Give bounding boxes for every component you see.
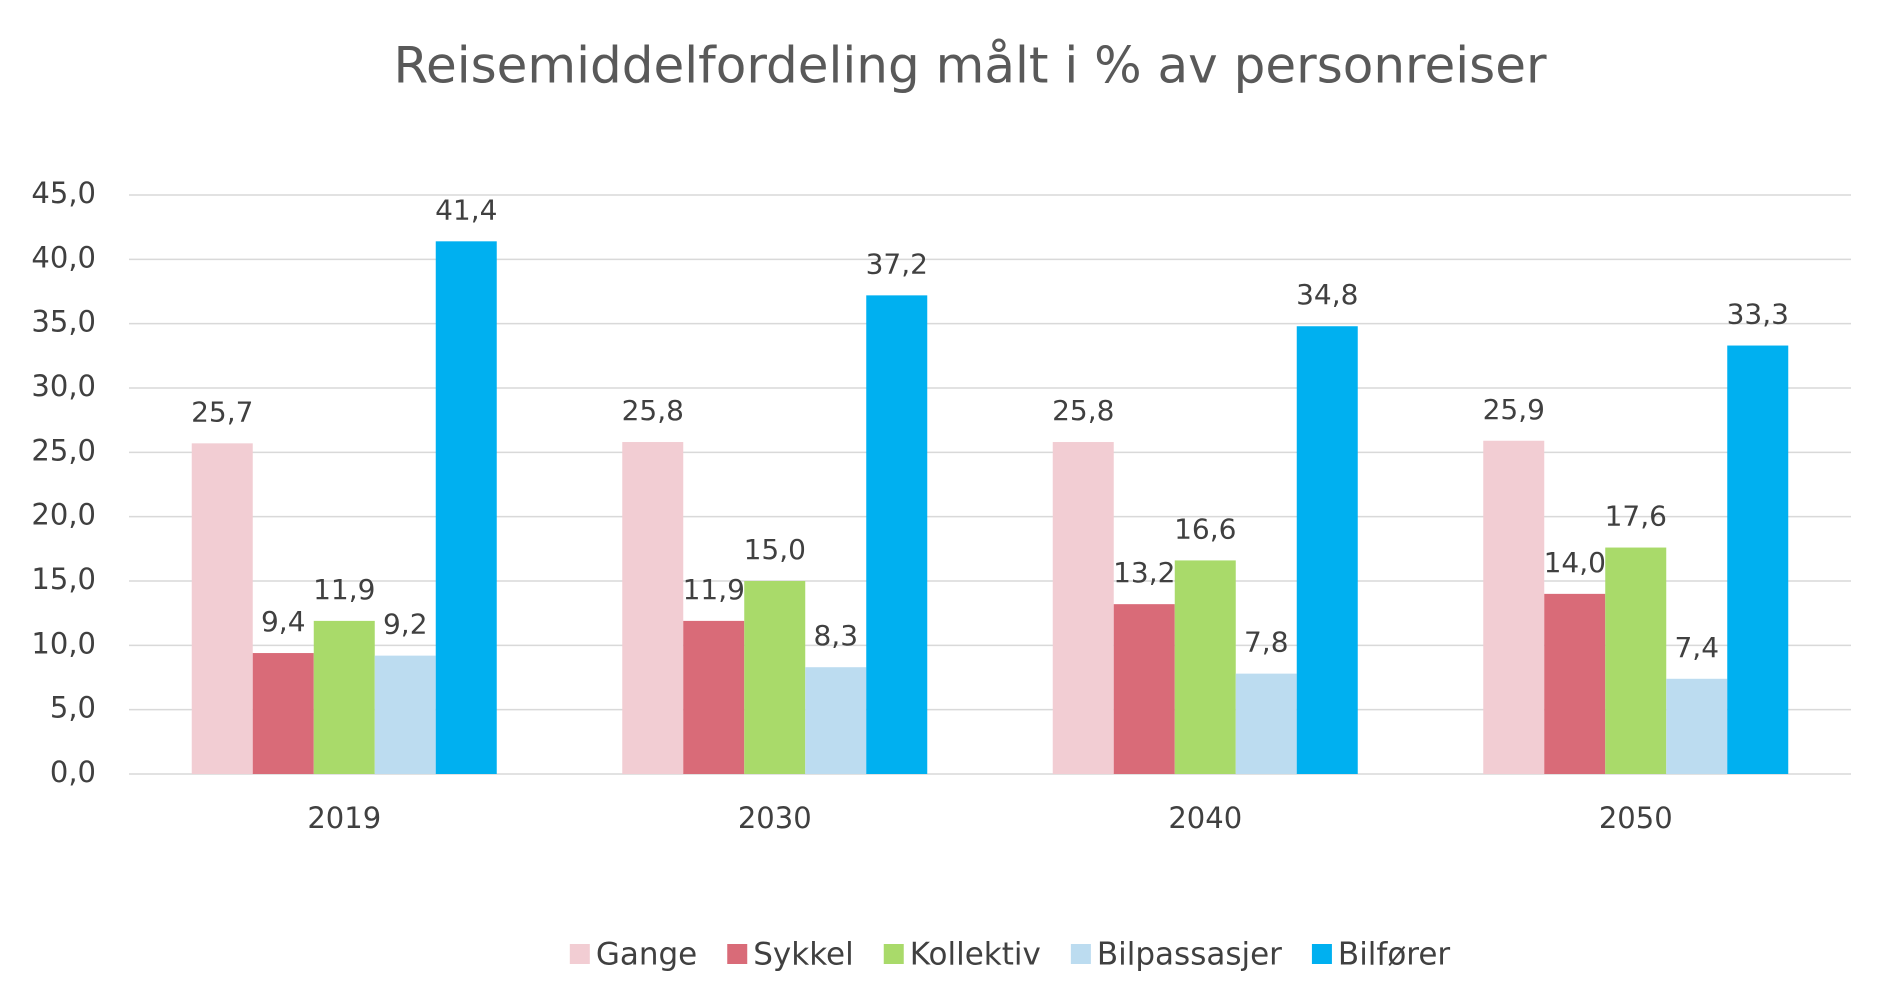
bar: [374, 655, 436, 774]
y-tick-label: 40,0: [31, 240, 96, 274]
legend-label: Bilfører: [1338, 937, 1451, 973]
data-label: 9,4: [261, 605, 306, 638]
bar: [1174, 560, 1236, 774]
data-label: 17,6: [1605, 500, 1667, 533]
data-label: 7,8: [1244, 626, 1289, 659]
legend-label: Sykkel: [753, 937, 854, 973]
legend-swatch: [1311, 944, 1332, 964]
bar: [1235, 673, 1297, 774]
bar: [1666, 678, 1728, 774]
bar: [866, 295, 928, 774]
data-label: 13,2: [1113, 556, 1175, 589]
bar: [1483, 440, 1545, 774]
data-label: 14,0: [1544, 546, 1606, 579]
bar: [744, 581, 806, 774]
x-tick-label: 2050: [1599, 801, 1673, 835]
bar: [313, 620, 375, 774]
legend-label: Kollektiv: [910, 937, 1041, 973]
y-tick-label: 5,0: [50, 691, 96, 725]
bar: [805, 667, 867, 774]
bar: [1052, 442, 1114, 774]
bar: [1727, 345, 1789, 774]
data-label: 33,3: [1727, 298, 1789, 331]
y-tick-label: 0,0: [50, 755, 96, 789]
data-label: 11,9: [683, 573, 745, 606]
data-label: 16,6: [1174, 512, 1236, 545]
data-label: 7,4: [1674, 631, 1719, 664]
x-tick-label: 2040: [1168, 801, 1242, 835]
chart-title: Reisemiddelfordeling målt i % av personr…: [393, 37, 1547, 95]
legend-swatch: [569, 944, 590, 964]
legend-label: Gange: [596, 937, 697, 973]
y-tick-label: 15,0: [31, 562, 96, 596]
y-tick-label: 45,0: [31, 176, 96, 210]
y-tick-label: 35,0: [31, 305, 96, 339]
bar: [622, 442, 684, 774]
y-tick-label: 30,0: [31, 369, 96, 403]
y-tick-label: 25,0: [31, 433, 96, 467]
legend-label: Bilpassasjer: [1097, 937, 1282, 973]
data-label: 34,8: [1296, 278, 1358, 311]
data-label: 15,0: [744, 533, 806, 566]
legend-swatch: [883, 944, 904, 964]
data-label: 11,9: [313, 573, 375, 606]
x-tick-label: 2019: [307, 801, 381, 835]
bar: [191, 443, 253, 774]
data-label: 9,2: [383, 608, 428, 641]
legend-swatch: [1070, 944, 1091, 964]
data-label: 8,3: [813, 619, 858, 652]
data-label: 25,8: [622, 394, 684, 427]
data-label: 25,7: [191, 395, 253, 428]
bar: [1296, 326, 1358, 774]
data-label: 25,9: [1483, 393, 1545, 426]
bar: [252, 653, 314, 774]
data-label: 41,4: [435, 193, 497, 226]
x-tick-label: 2030: [738, 801, 812, 835]
bar: [435, 241, 497, 774]
data-label: 37,2: [866, 247, 928, 280]
bar: [1544, 593, 1606, 774]
bar: [1605, 547, 1667, 774]
legend-swatch: [727, 944, 748, 964]
y-tick-label: 10,0: [31, 626, 96, 660]
y-tick-label: 20,0: [31, 498, 96, 532]
data-label: 25,8: [1052, 394, 1114, 427]
bar: [683, 620, 745, 774]
bar: [1113, 604, 1175, 774]
